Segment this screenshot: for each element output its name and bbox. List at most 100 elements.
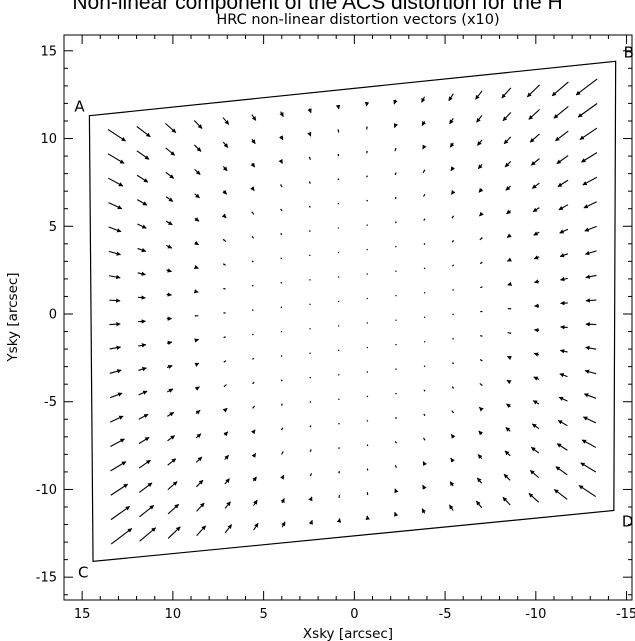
distortion-vector — [193, 264, 199, 269]
vector-origin-dot — [280, 282, 282, 284]
vector-origin-dot — [337, 276, 340, 278]
distortion-vector — [166, 364, 173, 370]
distortion-vector — [531, 446, 540, 454]
distortion-vector — [530, 158, 540, 166]
vector-origin-dot — [280, 330, 283, 333]
distortion-vector — [194, 338, 199, 343]
distortion-vector — [251, 453, 257, 458]
corner-label-a: A — [74, 98, 85, 116]
distortion-vector — [138, 436, 150, 445]
distortion-vector — [110, 505, 131, 521]
distortion-vector — [222, 117, 230, 125]
distortion-vector — [533, 231, 540, 236]
distortion-vector — [560, 276, 568, 282]
x-tick-label: 10 — [165, 607, 182, 622]
distortion-vector — [532, 207, 540, 213]
distortion-vector — [307, 108, 312, 114]
distortion-vector — [450, 189, 456, 195]
distortion-vector — [222, 141, 229, 148]
distortion-vector — [533, 376, 540, 381]
vector-origin-dot — [481, 237, 483, 239]
distortion-vector — [476, 114, 483, 123]
distortion-vector — [533, 328, 540, 333]
vector-origin-dot — [366, 444, 369, 447]
vector-origin-dot — [280, 233, 282, 235]
vector-origin-dot — [309, 303, 311, 306]
distortion-vector — [477, 454, 483, 460]
vector-origin-dot — [308, 205, 311, 208]
distortion-vector — [194, 217, 200, 222]
vector-origin-dot — [423, 414, 426, 417]
distortion-vector — [556, 443, 568, 451]
distortion-vector — [503, 136, 512, 145]
x-tick-label: -15 — [616, 607, 635, 622]
vector-origin-dot — [395, 466, 397, 468]
distortion-vector — [109, 298, 121, 303]
distortion-vector — [224, 524, 233, 534]
corner-label-c: C — [78, 563, 88, 581]
distortion-vector — [531, 423, 540, 429]
distortion-vector — [448, 93, 454, 102]
vector-origin-dot — [395, 343, 397, 346]
distortion-vector — [224, 501, 231, 509]
y-tick-label: 0 — [49, 307, 57, 322]
vector-origin-dot — [252, 407, 254, 409]
vector-origin-dot — [309, 279, 311, 281]
distortion-vector — [558, 204, 569, 211]
distortion-vector — [533, 255, 540, 260]
distortion-vector — [394, 488, 399, 494]
distortion-vector — [166, 340, 173, 346]
distortion-vector — [224, 454, 229, 460]
vector-origin-dot — [251, 236, 254, 238]
distortion-vector — [194, 386, 200, 391]
plot-frame — [63, 34, 633, 601]
distortion-vector — [136, 150, 150, 160]
distortion-vector — [137, 271, 146, 276]
vector-origin-dot — [338, 496, 340, 498]
vector-origin-dot — [509, 307, 512, 310]
distortion-vector — [108, 274, 121, 280]
distortion-vector — [110, 438, 125, 447]
distortion-vector — [278, 135, 284, 141]
chart-title: HRC non-linear distortion vectors (x10) — [216, 12, 499, 28]
vector-origin-dot — [423, 243, 426, 245]
distortion-vector — [584, 225, 597, 232]
vector-origin-dot — [423, 292, 426, 294]
distortion-vector — [478, 430, 484, 436]
vector-origin-dot — [366, 297, 368, 300]
distortion-vector — [279, 474, 285, 480]
distortion-vector — [136, 199, 148, 206]
distortion-vector — [222, 407, 228, 413]
y-axis-label: Ysky [arcsec] — [5, 272, 21, 362]
vector-origin-dot — [366, 469, 369, 471]
distortion-vector — [422, 461, 427, 467]
distortion-vector — [107, 153, 125, 164]
vector-origin-dot — [222, 238, 225, 241]
vector-origin-dot — [366, 395, 369, 398]
vector-origin-dot — [309, 254, 311, 257]
vector-origin-dot — [423, 316, 426, 318]
vector-origin-dot — [338, 349, 340, 352]
distortion-vector — [167, 458, 177, 466]
vector-origin-dot — [481, 286, 483, 288]
vector-origin-dot — [338, 472, 340, 474]
distortion-vector — [138, 482, 153, 493]
vector-origin-dot — [280, 208, 282, 211]
vector-origin-dot — [223, 361, 225, 363]
distortion-vector — [167, 503, 179, 515]
distortion-vector — [166, 292, 172, 297]
vector-origin-dot — [481, 335, 483, 337]
y-tick-label: -5 — [44, 395, 57, 410]
corner-labels: A B C D — [74, 43, 634, 581]
vector-origin-dot — [337, 178, 340, 180]
distortion-vector — [506, 233, 512, 238]
vector-origin-dot — [509, 332, 512, 334]
vector-origin-dot — [481, 384, 483, 386]
distortion-vector — [165, 220, 173, 226]
y-tick-label: 15 — [40, 44, 57, 59]
distortion-vector — [421, 96, 426, 103]
distortion-vector — [139, 505, 155, 518]
vector-origin-dot — [366, 322, 369, 324]
distortion-vector — [449, 504, 454, 511]
vector-origin-dot — [337, 325, 340, 327]
